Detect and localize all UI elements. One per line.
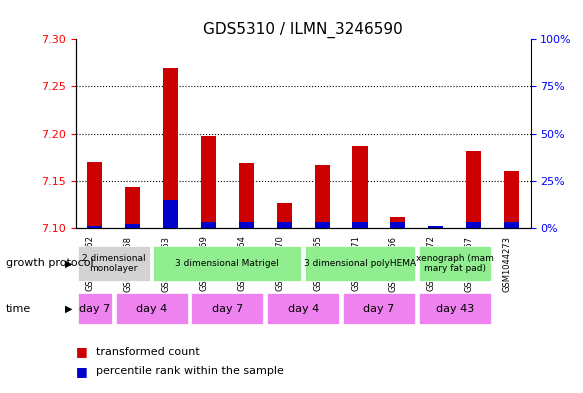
Text: day 4: day 4 — [287, 303, 319, 314]
FancyBboxPatch shape — [153, 246, 301, 281]
Text: day 7: day 7 — [79, 303, 110, 314]
Bar — [352, 146, 367, 228]
Bar — [504, 222, 519, 228]
Text: ▶: ▶ — [65, 258, 73, 268]
Bar — [428, 226, 444, 228]
Text: 2 dimensional
monolayer: 2 dimensional monolayer — [82, 253, 146, 273]
Bar — [125, 187, 140, 228]
FancyBboxPatch shape — [305, 246, 415, 281]
Bar — [163, 68, 178, 228]
Bar — [87, 226, 103, 228]
Bar — [201, 222, 216, 228]
Bar — [163, 200, 178, 228]
Bar — [315, 165, 330, 228]
Text: xenograph (mam
mary fat pad): xenograph (mam mary fat pad) — [416, 253, 494, 273]
FancyBboxPatch shape — [78, 292, 112, 325]
Text: 3 dimensional Matrigel: 3 dimensional Matrigel — [175, 259, 279, 268]
Bar — [466, 151, 482, 228]
Bar — [352, 222, 367, 228]
Title: GDS5310 / ILMN_3246590: GDS5310 / ILMN_3246590 — [203, 22, 403, 38]
Bar — [504, 171, 519, 228]
Bar — [87, 162, 103, 228]
FancyBboxPatch shape — [267, 292, 339, 325]
FancyBboxPatch shape — [78, 246, 150, 281]
Bar — [315, 222, 330, 228]
Bar — [391, 217, 405, 228]
Bar — [125, 224, 140, 228]
Text: 3 dimensional polyHEMA: 3 dimensional polyHEMA — [304, 259, 416, 268]
Text: day 7: day 7 — [363, 303, 395, 314]
Text: growth protocol: growth protocol — [6, 258, 93, 268]
Bar — [239, 222, 254, 228]
Bar — [428, 226, 444, 228]
Text: percentile rank within the sample: percentile rank within the sample — [96, 366, 284, 376]
Text: day 7: day 7 — [212, 303, 243, 314]
Bar — [239, 163, 254, 228]
FancyBboxPatch shape — [419, 292, 491, 325]
Bar — [201, 136, 216, 228]
FancyBboxPatch shape — [419, 246, 491, 281]
Bar — [277, 222, 292, 228]
Bar — [277, 204, 292, 228]
FancyBboxPatch shape — [191, 292, 264, 325]
Text: day 43: day 43 — [436, 303, 474, 314]
Text: day 4: day 4 — [136, 303, 167, 314]
FancyBboxPatch shape — [115, 292, 188, 325]
FancyBboxPatch shape — [343, 292, 415, 325]
Bar — [466, 222, 482, 228]
Text: ■: ■ — [76, 345, 87, 358]
Text: ▶: ▶ — [65, 303, 73, 314]
Bar — [391, 222, 405, 228]
Text: ■: ■ — [76, 365, 87, 378]
Text: time: time — [6, 303, 31, 314]
Text: transformed count: transformed count — [96, 347, 200, 357]
